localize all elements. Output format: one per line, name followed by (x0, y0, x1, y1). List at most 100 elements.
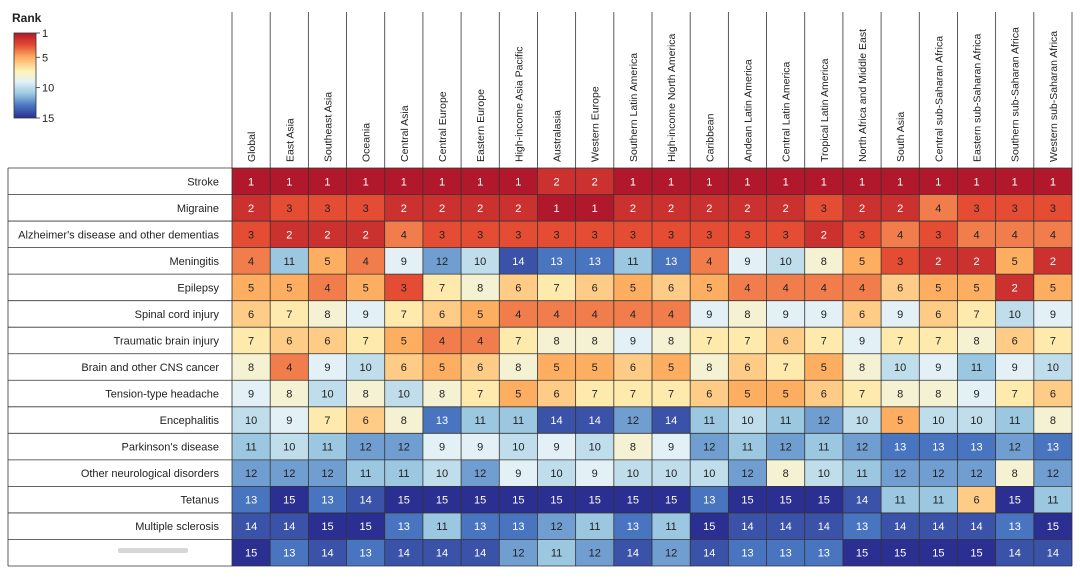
cell-value: 7 (973, 309, 979, 321)
cell-value: 7 (1050, 335, 1056, 347)
cell-value: 10 (321, 389, 333, 401)
cell-value: 13 (856, 521, 868, 533)
heatmap-cell (308, 327, 347, 354)
heatmap-cell (881, 300, 920, 328)
heatmap-cell (1033, 247, 1072, 275)
heatmap-cell (995, 221, 1034, 248)
heatmap-cell (804, 433, 843, 460)
cell-value: 10 (283, 442, 295, 454)
cell-value: 10 (970, 415, 982, 427)
cell-value: 7 (859, 389, 865, 401)
heatmap-cell (766, 406, 805, 434)
heatmap-cell (499, 539, 538, 566)
cell-value: 15 (970, 548, 982, 560)
heatmap-cell (461, 486, 500, 513)
cell-value: 6 (515, 282, 521, 294)
heatmap-cell (995, 380, 1034, 407)
cell-value: 8 (324, 309, 330, 321)
heatmap-cell (613, 247, 652, 275)
cell-value: 6 (744, 362, 750, 374)
cell-value: 8 (821, 256, 827, 268)
cell-value: 4 (630, 309, 636, 321)
cell-value: 7 (897, 335, 903, 347)
cell-value: 7 (706, 335, 712, 347)
cell-value: 3 (401, 282, 407, 294)
cell-value: 14 (894, 521, 906, 533)
cell-value: 14 (703, 548, 715, 560)
cell-value: 13 (436, 415, 448, 427)
cell-value: 10 (932, 415, 944, 427)
heatmap-cell (881, 539, 920, 566)
cell-value: 3 (897, 256, 903, 268)
heatmap-cell (881, 406, 920, 434)
cell-value: 3 (1050, 203, 1056, 215)
heatmap-cell (881, 380, 920, 407)
cell-value: 11 (245, 442, 256, 454)
cell-value: 9 (744, 256, 750, 268)
heatmap-cell (995, 539, 1034, 566)
column-label: Australasia (552, 110, 564, 162)
heatmap-cell (804, 194, 843, 222)
cell-value: 4 (973, 229, 979, 241)
cell-value: 4 (897, 229, 903, 241)
heatmap-cell (919, 433, 958, 460)
cell-value: 13 (360, 548, 372, 560)
cell-value: 11 (818, 442, 829, 454)
obscured-row-label (118, 548, 188, 553)
heatmap-cell (804, 247, 843, 275)
row-label: Meningitis (169, 256, 219, 268)
cell-value: 7 (630, 389, 636, 401)
heatmap-cell (957, 539, 996, 566)
cell-value: 13 (780, 548, 792, 560)
cell-value: 13 (741, 548, 753, 560)
heatmap-cell (384, 433, 423, 460)
heatmap-cell (384, 539, 423, 566)
cell-value: 3 (363, 203, 369, 215)
heatmap-cell (308, 221, 347, 248)
heatmap-cell (499, 274, 538, 301)
heatmap-cell (308, 380, 347, 407)
cell-value: 14 (245, 521, 257, 533)
cell-value: 6 (630, 362, 636, 374)
cell-value: 9 (553, 442, 559, 454)
cell-value: 7 (821, 335, 827, 347)
cell-value: 13 (321, 495, 333, 507)
heatmap-cell (308, 459, 347, 487)
heatmap-cell (652, 300, 691, 328)
heatmap-cell (995, 353, 1034, 381)
cell-value: 1 (477, 176, 483, 188)
heatmap-cell (919, 539, 958, 566)
cell-value: 14 (856, 495, 868, 507)
cell-value: 9 (783, 309, 789, 321)
cell-value: 15 (398, 495, 410, 507)
cell-value: 7 (1012, 389, 1018, 401)
heatmap-cell (308, 433, 347, 460)
cell-value: 8 (1012, 468, 1018, 480)
heatmap-cell (690, 539, 729, 566)
cell-value: 14 (321, 548, 333, 560)
cell-value: 14 (818, 521, 830, 533)
cell-value: 9 (1050, 309, 1056, 321)
heatmap-cell (728, 539, 767, 566)
cell-value: 15 (894, 548, 906, 560)
heatmap-cell (499, 300, 538, 328)
heatmap-cell (308, 168, 347, 195)
heatmap-cell (728, 512, 767, 540)
cell-value: 10 (741, 415, 753, 427)
heatmap-cell (499, 459, 538, 487)
cell-value: 15 (780, 495, 792, 507)
cell-value: 7 (744, 335, 750, 347)
cell-value: 5 (744, 389, 750, 401)
cell-value: 15 (360, 521, 372, 533)
cell-value: 9 (363, 309, 369, 321)
cell-value: 8 (401, 415, 407, 427)
cell-value: 4 (248, 256, 254, 268)
column-label: East Asia (284, 118, 296, 162)
heatmap-cell (690, 486, 729, 513)
heatmap-cell (270, 433, 309, 460)
row-label: Encephalitis (160, 415, 220, 427)
heatmap-cell (422, 274, 462, 301)
heatmap-cell (422, 221, 462, 248)
heatmap-cell (422, 327, 462, 354)
cell-value: 5 (477, 309, 483, 321)
